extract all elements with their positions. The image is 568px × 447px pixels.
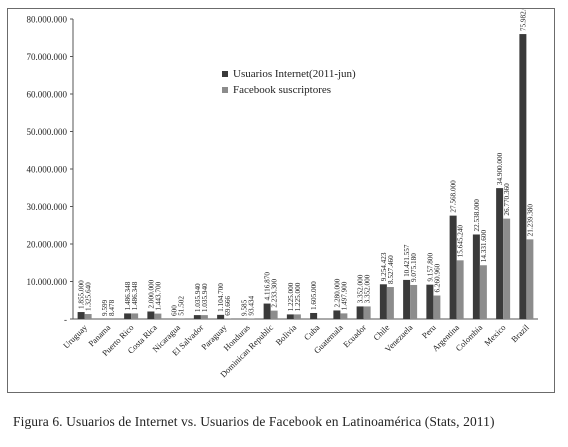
bar-facebook — [84, 314, 92, 319]
data-label: 15.645.240 — [457, 225, 465, 258]
bar-facebook — [154, 313, 162, 319]
bar-internet — [379, 284, 387, 319]
x-tick-label: Bolivia — [274, 322, 299, 347]
legend-item-facebook: Facebook suscriptores — [222, 82, 356, 98]
data-label: 8.527.460 — [387, 255, 395, 284]
data-label: 1.225.000 — [294, 282, 302, 311]
data-label: 1.104.700 — [217, 283, 225, 312]
bar-internet — [77, 312, 85, 319]
data-label: 9.075.180 — [410, 253, 418, 282]
y-tick-label: 10.000.000 — [27, 277, 68, 287]
x-tick-label: Mexico — [482, 322, 507, 347]
legend-label-internet: Usuarios Internet(2011-jun) — [233, 68, 356, 80]
x-tick-label: Cuba — [302, 322, 322, 342]
data-label: 26.770.360 — [503, 183, 511, 216]
data-label: 9.599 — [101, 299, 109, 316]
y-tick-label: 20.000.000 — [27, 240, 68, 250]
bar-internet — [217, 314, 225, 319]
data-label: 6.260.960 — [433, 263, 441, 292]
data-label: 1.225.000 — [287, 282, 295, 311]
bar-internet — [310, 312, 318, 319]
bar-facebook — [293, 314, 301, 319]
data-label: 1.855.000 — [78, 280, 86, 309]
y-tick-label: 50.000.000 — [27, 127, 68, 137]
bar-facebook — [340, 313, 348, 319]
data-label: 3.352.000 — [357, 274, 365, 303]
bar-internet — [472, 234, 480, 319]
legend-label-facebook: Facebook suscriptores — [233, 84, 332, 96]
bar-internet — [147, 311, 155, 319]
y-tick-label: 80.000.000 — [27, 15, 68, 25]
y-tick-label: 60.000.000 — [27, 90, 68, 100]
data-label: 1.486.348 — [131, 281, 139, 310]
bar-internet — [263, 303, 271, 319]
data-label: 1.035.940 — [201, 283, 209, 312]
data-label: 69.666 — [224, 296, 232, 316]
data-label: 1.035.940 — [194, 283, 202, 312]
bar-facebook — [433, 295, 441, 319]
bar-internet — [356, 306, 364, 319]
bar-internet — [333, 310, 341, 319]
legend-swatch-facebook — [222, 87, 228, 93]
data-label: 1.325.640 — [85, 282, 93, 311]
bar-facebook — [479, 265, 487, 319]
data-label: 2.000.000 — [147, 279, 155, 308]
data-label: 9.254.423 — [380, 252, 388, 281]
bar-internet — [449, 215, 457, 319]
data-label: 1.443.700 — [154, 281, 162, 310]
legend-item-internet: Usuarios Internet(2011-jun) — [222, 66, 356, 82]
data-label: 9.585 — [240, 299, 248, 316]
data-label: 22.538.000 — [473, 199, 481, 232]
legend-swatch-internet — [222, 71, 228, 77]
bar-internet — [403, 279, 411, 319]
data-label: 1.605.000 — [310, 281, 318, 310]
data-label: 93.434 — [247, 295, 255, 315]
bar-facebook — [131, 313, 139, 319]
bar-chart: - 10.000.000 20.000.000 30.000.000 40.000.00… — [27, 9, 538, 379]
y-tick-label: 70.000.000 — [27, 52, 68, 62]
data-label: 2.280.000 — [333, 278, 341, 307]
data-label: 9.157.800 — [426, 253, 434, 282]
chart-frame: - 10.000.000 20.000.000 30.000.000 40.000.00… — [7, 8, 555, 393]
bar-internet — [426, 284, 434, 319]
data-label: 21.239.380 — [526, 204, 534, 237]
data-label: 4.116.870 — [264, 272, 272, 301]
bar-facebook — [363, 306, 371, 319]
bar-facebook — [526, 239, 534, 319]
bar-internet — [124, 313, 132, 319]
bar-internet — [496, 188, 504, 319]
data-label: 8.478 — [108, 299, 116, 316]
data-label: 75.982.000 — [519, 9, 527, 31]
x-tick-label: Uruguay — [61, 322, 90, 351]
y-tick-label: 40.000.000 — [27, 165, 68, 175]
bar-facebook — [456, 260, 464, 319]
x-tick-label: Peru — [420, 322, 439, 341]
bar-facebook — [410, 284, 418, 319]
data-label: 51.502 — [178, 296, 186, 316]
data-label: 1.486.348 — [124, 281, 132, 310]
data-label: 27.568.000 — [450, 180, 458, 213]
bar-facebook — [503, 218, 511, 319]
chart-legend: Usuarios Internet(2011-jun) Facebook sus… — [222, 66, 356, 98]
bar-internet — [519, 34, 527, 319]
bar-internet — [193, 315, 201, 319]
bar-facebook — [200, 315, 208, 319]
y-tick-label: 30.000.000 — [27, 202, 68, 212]
data-label: 1.497.900 — [340, 281, 348, 310]
bar-facebook — [386, 287, 394, 319]
x-tick-label: Ecuador — [341, 322, 368, 349]
bar-facebook — [270, 310, 278, 319]
x-tick-label: Chile — [371, 322, 391, 342]
bar-internet — [286, 314, 294, 319]
data-label: 3.352.000 — [364, 274, 372, 303]
figure-caption: Figura 6. Usuarios de Internet vs. Usuar… — [13, 414, 495, 429]
data-label: 600 — [171, 305, 179, 316]
data-label: 2.233.300 — [271, 278, 279, 307]
data-label: 34.900.000 — [496, 152, 504, 185]
data-label: 10.421.557 — [403, 244, 411, 277]
x-tick-label: Brazil — [509, 322, 531, 344]
y-tick-label: - — [64, 315, 67, 325]
data-label: 14.331.600 — [480, 230, 488, 263]
